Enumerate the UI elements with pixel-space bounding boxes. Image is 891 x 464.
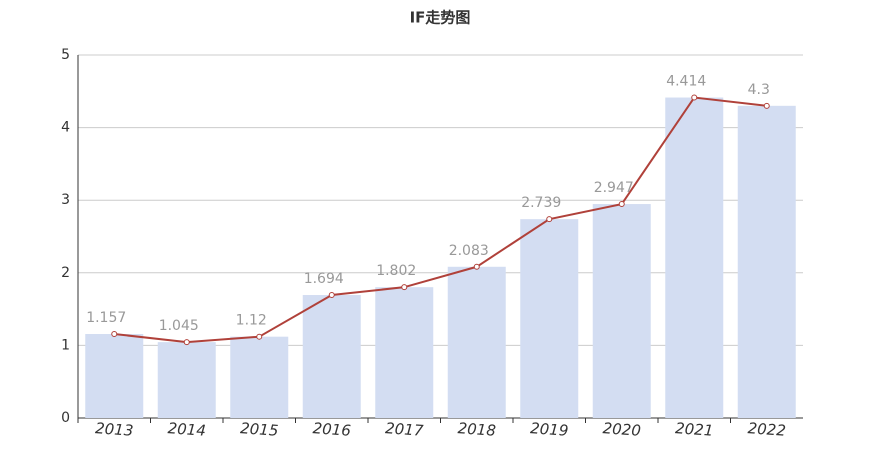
y-tick-label: 2 <box>61 265 70 281</box>
bar <box>737 105 796 418</box>
bar <box>157 342 216 418</box>
value-label: 2.083 <box>449 243 489 259</box>
point <box>183 339 190 346</box>
point <box>546 216 553 223</box>
bar <box>447 266 506 418</box>
x-tick-label: 2016 <box>312 419 351 440</box>
chart-title: IF走势图 <box>410 9 471 27</box>
value-label: 2.947 <box>594 180 634 196</box>
bar <box>520 219 579 418</box>
y-tick-label: 5 <box>61 47 70 63</box>
bar <box>230 336 289 418</box>
value-label: 2.739 <box>521 195 561 211</box>
point <box>401 284 408 291</box>
x-tick-label: 2020 <box>602 419 641 440</box>
y-tick-label: 3 <box>61 192 70 208</box>
x-tick-label: 2015 <box>240 419 279 440</box>
x-tick-label: 2018 <box>457 419 496 440</box>
x-tick-label: 2019 <box>530 419 569 440</box>
point <box>763 102 770 109</box>
bar <box>665 97 724 418</box>
value-label: 4.414 <box>666 74 706 90</box>
x-tick-label: 2021 <box>675 419 714 440</box>
x-tick-label: 2014 <box>167 419 206 440</box>
bar <box>85 334 144 418</box>
point <box>618 201 625 208</box>
value-label: 1.12 <box>236 313 267 329</box>
bar <box>302 295 361 418</box>
point <box>256 333 263 340</box>
value-label: 1.802 <box>376 263 416 279</box>
y-tick-label: 4 <box>61 120 70 136</box>
value-label: 4.3 <box>748 82 770 98</box>
bar <box>375 287 434 418</box>
value-label: 1.157 <box>86 310 126 326</box>
point <box>691 94 698 101</box>
bar <box>592 204 651 418</box>
y-tick-label: 1 <box>61 337 70 353</box>
line <box>114 96 767 344</box>
value-label: 1.694 <box>304 271 344 287</box>
point <box>328 292 335 299</box>
point <box>473 263 480 270</box>
x-tick-label: 2022 <box>747 419 786 440</box>
x-tick-label: 2017 <box>385 419 425 440</box>
x-tick-label: 2013 <box>95 419 134 440</box>
value-label: 1.045 <box>159 318 199 334</box>
y-tick-label: 0 <box>61 410 70 426</box>
point <box>111 331 118 338</box>
